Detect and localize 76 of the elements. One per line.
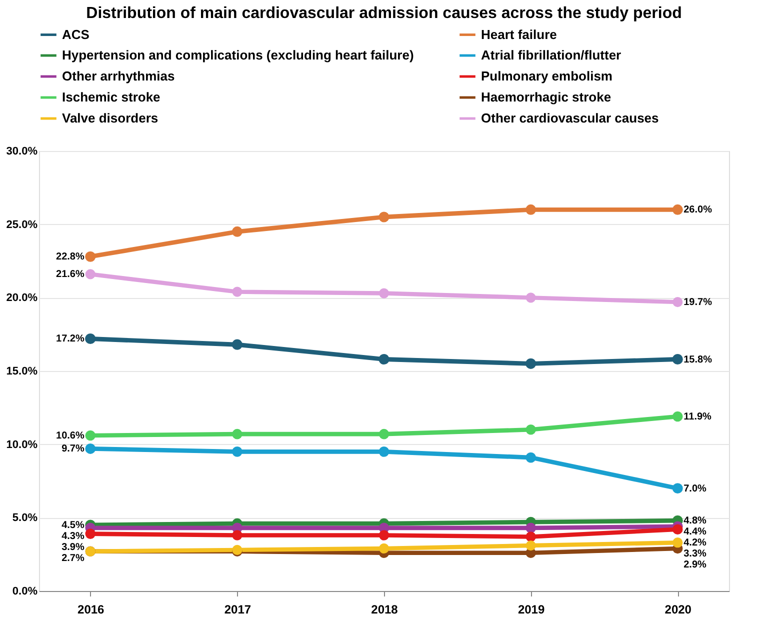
data-label: 2.7% bbox=[62, 553, 84, 564]
point bbox=[232, 428, 242, 440]
data-label: 2.9% bbox=[684, 560, 707, 571]
point bbox=[526, 424, 536, 435]
point bbox=[85, 444, 96, 454]
y-tick-label: 30.0% bbox=[6, 146, 38, 158]
data-label: 15.8% bbox=[684, 354, 712, 366]
point bbox=[378, 530, 390, 540]
data-label: 11.9% bbox=[684, 411, 712, 422]
legend-label: Atrial fibrillation/flutter bbox=[481, 48, 622, 62]
legend-label: Haemorrhagic stroke bbox=[481, 90, 612, 104]
point bbox=[232, 286, 242, 297]
data-label: 3.3% bbox=[684, 548, 707, 560]
point bbox=[526, 292, 536, 303]
y-tick-label: 5.0% bbox=[12, 512, 38, 524]
legend-label: Ischemic stroke bbox=[62, 90, 160, 104]
point bbox=[526, 358, 536, 369]
point bbox=[232, 226, 242, 237]
data-label: 17.2% bbox=[56, 334, 84, 345]
point bbox=[378, 428, 390, 440]
point bbox=[378, 543, 390, 554]
data-label: 4.8% bbox=[684, 516, 707, 527]
point bbox=[85, 269, 96, 280]
point bbox=[672, 538, 683, 548]
point bbox=[672, 354, 683, 365]
y-tick-label: 20.0% bbox=[6, 292, 38, 304]
point bbox=[672, 483, 683, 494]
data-label: 26.0% bbox=[684, 204, 712, 216]
x-tick-label: 2019 bbox=[518, 602, 545, 616]
data-label: 7.0% bbox=[684, 483, 707, 494]
point bbox=[378, 446, 390, 457]
point bbox=[526, 532, 536, 542]
point bbox=[378, 288, 390, 298]
point bbox=[378, 212, 390, 222]
data-label: 19.7% bbox=[684, 297, 712, 308]
data-label: 4.4% bbox=[684, 526, 707, 538]
data-label: 10.6% bbox=[56, 430, 84, 442]
data-label: 21.6% bbox=[56, 269, 84, 280]
legend-label: Heart failure bbox=[481, 26, 557, 42]
point bbox=[526, 522, 536, 534]
y-tick-label: 0.0% bbox=[12, 586, 38, 598]
point bbox=[378, 354, 390, 365]
point bbox=[232, 339, 242, 350]
point bbox=[526, 540, 536, 551]
point bbox=[85, 333, 96, 344]
legend-label: ACS bbox=[62, 26, 90, 42]
y-tick-label: 10.0% bbox=[6, 438, 38, 451]
point bbox=[672, 411, 683, 422]
x-tick-label: 2020 bbox=[664, 602, 692, 616]
point bbox=[526, 452, 536, 463]
x-tick-label: 2018 bbox=[371, 602, 398, 616]
chart-title: Distribution of main cardiovascular admission causes across the study period bbox=[86, 5, 682, 22]
data-label: 4.3% bbox=[62, 531, 84, 542]
data-label: 4.2% bbox=[684, 538, 707, 549]
data-label: 22.8% bbox=[56, 252, 84, 263]
point bbox=[526, 204, 536, 215]
legend-label: Hypertension and complications (excluding heart failure) bbox=[62, 48, 414, 62]
legend-label: Pulmonary embolism bbox=[481, 68, 612, 84]
point bbox=[672, 297, 683, 308]
point bbox=[232, 446, 242, 457]
point bbox=[85, 430, 96, 441]
legend-label: Valve disorders bbox=[62, 110, 158, 126]
data-label: 9.7% bbox=[62, 444, 84, 455]
point bbox=[85, 251, 96, 262]
data-label: 3.9% bbox=[62, 542, 84, 553]
point bbox=[672, 524, 683, 535]
point bbox=[85, 528, 96, 539]
legend-label: Other cardiovascular causes bbox=[481, 110, 659, 126]
data-label: 4.5% bbox=[62, 520, 84, 531]
point bbox=[672, 204, 683, 215]
x-tick-label: 2016 bbox=[78, 602, 105, 616]
y-tick-label: 15.0% bbox=[6, 366, 38, 378]
y-tick-label: 25.0% bbox=[6, 218, 38, 231]
point bbox=[232, 530, 242, 540]
legend-label: Other arrhythmias bbox=[62, 68, 175, 84]
x-tick-label: 2017 bbox=[224, 602, 252, 616]
